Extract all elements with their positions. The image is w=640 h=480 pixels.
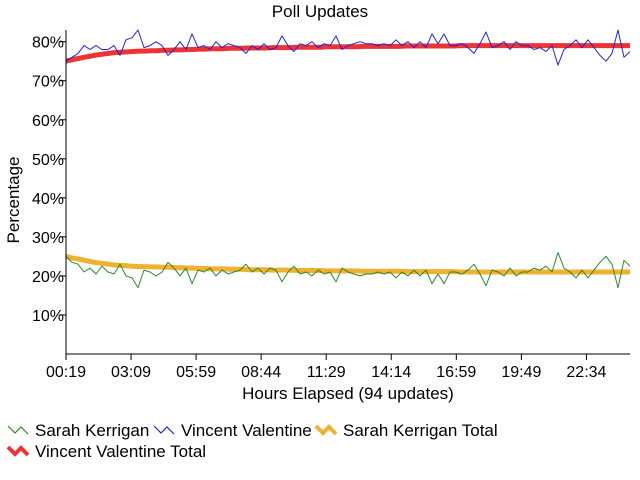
legend-swatch (6, 445, 30, 457)
legend-label: Sarah Kerrigan (35, 421, 149, 440)
x-tick-label: 08:44 (241, 364, 281, 381)
legend-swatch (7, 425, 29, 435)
y-tick-label: 10% (32, 308, 64, 325)
x-tick-label: 14:14 (371, 364, 411, 381)
legend-swatch (314, 424, 338, 436)
y-axis-ticks: 10% 20% 30% 40% 50% 60% 70% 80% (32, 35, 66, 325)
y-tick-label: 50% (32, 152, 64, 169)
y-tick-label: 40% (32, 191, 64, 208)
x-axis-ticks: 00:19 03:09 05:59 08:44 11:29 14:14 16:59 19:49… (46, 354, 607, 381)
y-tick-label: 80% (32, 35, 64, 52)
legend-swatch (153, 425, 175, 435)
plot-area (65, 29, 631, 289)
y-axis-label: Percentage (4, 157, 23, 244)
chart-title: Poll Updates (272, 2, 368, 21)
x-tick-label: 03:09 (111, 364, 151, 381)
x-tick-label: 22:34 (566, 364, 606, 381)
legend-label: Vincent Valentine (181, 421, 312, 440)
x-tick-label: 05:59 (176, 364, 216, 381)
y-tick-label: 20% (32, 269, 64, 286)
x-tick-label: 11:29 (307, 364, 346, 381)
chart-legend: Sarah Kerrigan Vincent Valentine Sarah Ker… (6, 421, 498, 461)
y-tick-label: 30% (32, 230, 64, 247)
series-line-vincent-valentine-total (65, 43, 630, 64)
legend-label: Sarah Kerrigan Total (343, 421, 498, 440)
series-line-sarah-kerrigan-total (65, 253, 630, 275)
x-tick-label: 16:59 (436, 364, 476, 381)
series-line-sarah-kerrigan (65, 252, 631, 289)
legend-label: Vincent Valentine Total (35, 442, 206, 461)
x-tick-label: 00:19 (46, 364, 86, 381)
x-tick-label: 19:49 (501, 364, 541, 381)
series-line-vincent-valentine (65, 29, 631, 66)
y-tick-label: 70% (32, 74, 64, 91)
x-axis-label: Hours Elapsed (94 updates) (242, 384, 454, 403)
y-tick-label: 60% (32, 113, 64, 130)
